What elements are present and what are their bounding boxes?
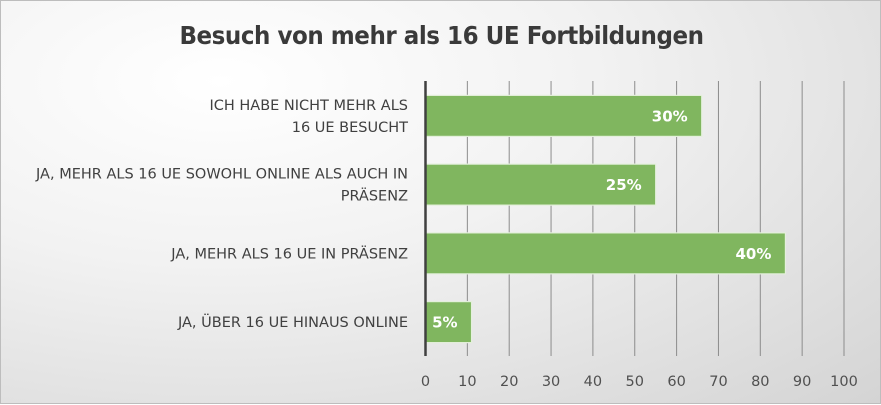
category-label: 16 UE BESUCHT bbox=[292, 120, 408, 136]
x-tick-label: 80 bbox=[751, 374, 769, 390]
data-label: 30% bbox=[652, 107, 688, 125]
x-tick-label: 10 bbox=[458, 374, 476, 390]
x-tick-label: 30 bbox=[542, 374, 560, 390]
chart-title: Besuch von mehr als 16 UE Fortbildungen bbox=[179, 21, 704, 50]
bar bbox=[424, 94, 703, 137]
x-tick-label: 20 bbox=[500, 374, 518, 390]
data-label: 40% bbox=[736, 245, 772, 263]
category-label: PRÄSENZ bbox=[341, 187, 408, 205]
x-tick-label: 0 bbox=[421, 374, 430, 390]
x-tick-label: 40 bbox=[584, 374, 602, 390]
x-tick-label: 60 bbox=[667, 374, 685, 390]
category-label: ICH HABE NICHT MEHR ALS bbox=[209, 98, 408, 114]
bar bbox=[424, 232, 787, 275]
category-label: JA, MEHR ALS 16 UE SOWOHL ONLINE ALS AUC… bbox=[35, 167, 408, 183]
category-label: JA, ÜBER 16 UE HINAUS ONLINE bbox=[177, 313, 408, 331]
x-tick-label: 90 bbox=[793, 374, 811, 390]
category-label: JA, MEHR ALS 16 UE IN PRÄSENZ bbox=[170, 244, 408, 262]
x-tick-label: 50 bbox=[626, 374, 644, 390]
data-label: 5% bbox=[432, 314, 457, 332]
x-tick-label: 70 bbox=[709, 374, 727, 390]
x-tick-label: 100 bbox=[830, 374, 858, 390]
bar bbox=[424, 163, 657, 206]
data-label: 25% bbox=[606, 176, 642, 194]
